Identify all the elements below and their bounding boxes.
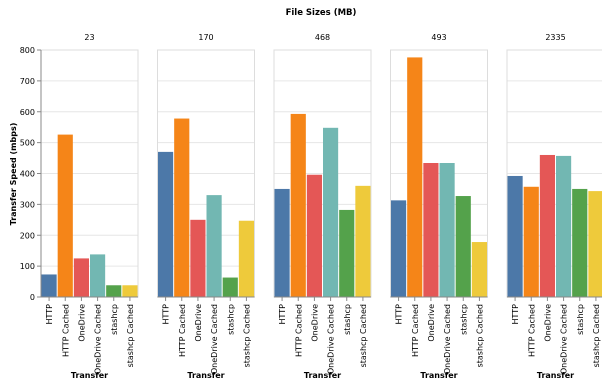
y-tick-label: 300 [20,200,35,209]
x-tick-label: OneDrive Cached [210,304,219,374]
x-tick-label: HTTP Cached [294,304,303,357]
bar-http-cached [174,118,190,297]
x-tick-label: stashcp Cached [242,304,251,367]
bar-stashcp-cached [238,220,254,297]
bar-http [507,175,523,297]
y-tick-label: 500 [20,139,35,148]
x-tick-label: stashcp Cached [475,304,484,367]
bar-onedrive [539,154,555,297]
bar-http [274,188,290,297]
facet-170: 170 HTTP HTTP Cached OneDrive OneDrive Cache… [157,33,255,380]
x-tick-label: stashcp Cached [359,304,368,367]
x-tick-label: stashcp [459,304,468,335]
x-tick-label: OneDrive [427,304,436,342]
y-tick-label: 700 [20,77,35,86]
y-tick-label: 600 [20,108,35,117]
y-tick-label: 800 [20,46,35,55]
x-tick-label: stashcp [226,304,235,335]
x-tick-label: stashcp [110,304,119,335]
x-tick-label: stashcp Cached [126,304,135,367]
bar-onedrive-cached [90,254,106,297]
facet-title: 493 [431,33,446,42]
bar-stashcp-cached [471,242,487,297]
x-tick-label: HTTP [45,304,54,325]
bar-onedrive [73,258,89,297]
x-tick-label: HTTP [511,304,520,325]
x-tick-label: HTTP [395,304,404,325]
y-tick-label: 100 [20,262,35,271]
facet-title: 23 [84,33,94,42]
bar-stashcp-cached [355,185,371,297]
facet-title: 170 [198,33,213,42]
bar-stashcp [339,209,355,297]
x-tick-label: HTTP [162,304,171,325]
facet-493: 493 HTTP HTTP Cached OneDrive OneDrive Cache… [390,33,488,380]
bar-http-cached [407,57,423,297]
bar-http [41,274,57,297]
bar-http [158,151,174,297]
x-tick-label: OneDrive [310,304,319,342]
bar-onedrive-cached [323,127,339,298]
x-axis-title: Transfer [420,371,457,380]
x-axis-title: Transfer [304,371,341,380]
bar-stashcp [455,196,471,297]
x-axis-title: Transfer [537,371,574,380]
y-tick-label: 400 [20,170,35,179]
x-axis-title: Transfer [187,371,224,380]
x-tick-label: stashcp Cached [592,304,601,367]
x-tick-label: stashcp [343,304,352,335]
bar-stashcp [222,277,238,297]
y-axis-title: Transfer Speed (mbps) [9,123,18,226]
bar-stashcp-cached [122,285,138,297]
bar-http-cached [57,134,73,297]
bar-stashcp-cached [588,191,602,297]
facet-2335: 2335 HTTP HTTP Cached OneDrive OneDrive Cach… [506,33,602,380]
facet-title: 2335 [545,33,565,42]
y-tick-label: 0 [30,293,35,302]
x-tick-label: OneDrive [543,304,552,342]
x-tick-label: OneDrive [194,304,203,342]
x-tick-label: OneDrive Cached [94,304,103,374]
bar-stashcp [106,285,122,297]
bar-onedrive-cached [206,195,222,297]
x-tick-label: HTTP Cached [411,304,420,357]
x-tick-label: OneDrive [77,304,86,342]
bar-onedrive [306,174,322,297]
bar-onedrive-cached [439,163,455,297]
chart-title: File Sizes (MB) [286,8,357,18]
y-tick-label: 200 [20,231,35,240]
bar-onedrive-cached [556,155,572,297]
bar-onedrive [423,163,439,297]
bar-http [391,200,407,297]
x-tick-label: HTTP Cached [61,304,70,357]
x-tick-label: OneDrive Cached [443,304,452,374]
x-tick-label: HTTP [278,304,287,325]
bar-onedrive [190,219,206,297]
x-tick-label: HTTP Cached [178,304,187,357]
facet-468: 468 HTTP HTTP Cached OneDrive OneDrive Cache… [273,33,372,380]
bar-http-cached [523,186,539,297]
bar-http-cached [290,113,306,297]
x-tick-label: OneDrive Cached [327,304,336,374]
facet-23: 23 HTTP HTTP Cached OneDrive OneDrive Cached… [40,33,139,380]
bar-stashcp [572,188,588,297]
x-tick-label: stashcp [576,304,585,335]
facet-title: 468 [315,33,330,42]
x-tick-label: OneDrive Cached [560,304,569,374]
x-axis-title: Transfer [71,371,108,380]
facets-group: 23 HTTP HTTP Cached OneDrive OneDrive Cached… [20,33,602,380]
x-tick-label: HTTP Cached [527,304,536,357]
y-axis: 0 100 200 300 400 500 600 700 800 [20,46,42,302]
